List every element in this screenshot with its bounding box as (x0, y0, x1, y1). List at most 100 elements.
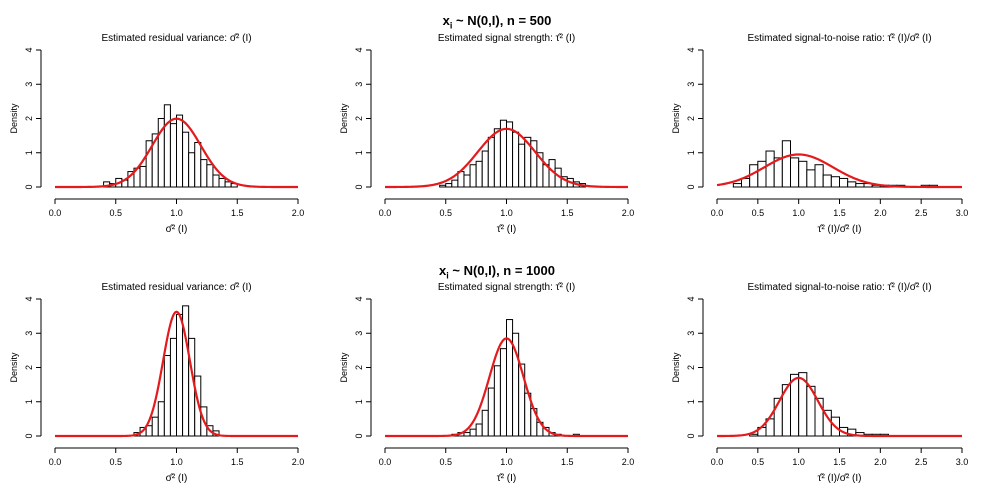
histogram-panel-6: Estimated signal-to-noise ratio: τ̂² (I)… (671, 281, 968, 484)
x-tick-label: 0.0 (49, 457, 62, 467)
y-axis-label: Density (671, 103, 681, 134)
histogram-panel-2: Estimated signal strength: τ̂² (I) 0.0 0.5… (339, 32, 634, 235)
x-tick-label: 0.5 (752, 457, 765, 467)
x-tick-label: 0.5 (752, 208, 765, 218)
x-tick-label: 1.0 (792, 208, 805, 218)
histogram-bar (814, 164, 824, 188)
row-title-rest: ~ N(0,I), n = 500 (452, 13, 552, 28)
y-tick-label: 0 (686, 184, 696, 189)
x-tick-label: 1.5 (833, 208, 846, 218)
histogram-bar (176, 313, 184, 437)
y-tick-label: 1 (354, 150, 364, 155)
y-tick-label: 2 (686, 116, 696, 121)
histogram-bar (212, 174, 220, 188)
histogram-panel-5: Estimated signal strength: τ̂² (I) 0.0 0.5… (339, 281, 634, 484)
x-tick-label: 1.0 (170, 208, 183, 218)
x-tick-label: 0.5 (439, 208, 452, 218)
x-tick-label: 1.0 (792, 457, 805, 467)
x-tick-label: 2.0 (622, 208, 635, 218)
x-tick-label: 0.5 (109, 457, 122, 467)
row-title-sub: i (449, 20, 453, 31)
histogram-bar (499, 348, 507, 437)
histogram-bar (790, 157, 800, 188)
histogram-bar (790, 373, 800, 437)
histogram-bar (157, 401, 165, 437)
histogram-bar (224, 181, 232, 188)
density-curve (55, 310, 298, 438)
histogram-bar (169, 337, 178, 437)
panel-title: Estimated signal strength: τ̂² (I) (438, 32, 575, 44)
histogram-bar (439, 184, 447, 188)
histogram-bar (798, 160, 808, 188)
histogram-panel-1: Estimated residual variance: σ̂² (I) 0.0 0… (9, 32, 304, 235)
histogram-bar (506, 319, 514, 437)
y-tick-label: 1 (686, 399, 696, 404)
x-tick-label: 2.0 (874, 457, 887, 467)
histogram-bar (781, 140, 791, 188)
histogram-bar (218, 177, 226, 188)
row-title-x: x (442, 13, 450, 28)
histogram-bar (475, 160, 483, 188)
density-curve (385, 337, 628, 438)
histogram-bar (830, 176, 840, 188)
x-axis-label: τ̂² (I) (497, 223, 517, 235)
density-curve (717, 376, 962, 438)
y-tick-label: 2 (686, 365, 696, 370)
y-tick-label: 4 (24, 47, 34, 52)
x-tick-label: 1.5 (561, 457, 574, 467)
histogram-bar (194, 375, 202, 437)
x-axis-label: τ̂² (I)/σ̂² (I) (818, 223, 862, 235)
x-tick-label: 0.0 (379, 208, 392, 218)
histogram-bar (463, 174, 471, 188)
histogram-bar (463, 432, 471, 437)
x-axis-label: σ̂² (I) (166, 223, 188, 235)
panel-title: Estimated signal-to-noise ratio: τ̂² (I)… (747, 281, 931, 293)
row-title-rest: ~ N(0,I), n = 1000 (448, 263, 555, 278)
histogram-bar (506, 121, 514, 188)
x-axis-label: σ̂² (I) (166, 472, 188, 484)
histogram-bar (847, 181, 857, 188)
y-tick-label: 1 (24, 150, 34, 155)
histogram-bar (493, 128, 501, 188)
histogram-bar (145, 425, 153, 437)
x-tick-label: 2.0 (874, 208, 887, 218)
x-tick-label: 2.5 (915, 457, 928, 467)
x-tick-label: 1.0 (500, 208, 513, 218)
histogram-bar (855, 183, 865, 188)
x-tick-label: 2.0 (292, 208, 305, 218)
histogram-bar (469, 428, 477, 437)
y-tick-label: 3 (686, 82, 696, 87)
x-tick-label: 2.5 (915, 208, 928, 218)
x-tick-label: 0.0 (711, 208, 724, 218)
y-axis-label: Density (9, 103, 19, 134)
x-tick-label: 1.5 (833, 457, 846, 467)
x-tick-label: 2.0 (292, 457, 305, 467)
histogram-bar (176, 114, 184, 188)
y-tick-label: 4 (686, 296, 696, 301)
y-tick-label: 4 (354, 296, 364, 301)
y-tick-label: 1 (686, 150, 696, 155)
x-tick-label: 1.5 (231, 208, 244, 218)
histogram-bar (200, 159, 208, 188)
x-tick-label: 3.0 (956, 208, 969, 218)
y-tick-label: 4 (354, 47, 364, 52)
y-tick-label: 3 (354, 82, 364, 87)
y-tick-label: 4 (24, 296, 34, 301)
histogram-bar (757, 160, 767, 188)
histogram-bar (493, 365, 501, 437)
y-tick-label: 3 (24, 82, 34, 87)
histogram-bar (512, 131, 520, 188)
y-tick-label: 3 (24, 331, 34, 336)
panel-title: Estimated signal-to-noise ratio: τ̂² (I)… (747, 32, 931, 44)
x-tick-label: 0.0 (379, 457, 392, 467)
histogram-bar (445, 183, 453, 188)
x-axis-label: τ̂² (I) (497, 472, 517, 484)
x-tick-label: 1.5 (561, 208, 574, 218)
histogram-bar (839, 177, 849, 188)
y-tick-label: 2 (354, 116, 364, 121)
y-tick-label: 4 (686, 47, 696, 52)
histogram-bar (475, 423, 483, 437)
y-axis-label: Density (671, 352, 681, 383)
histogram-bar (163, 104, 171, 188)
